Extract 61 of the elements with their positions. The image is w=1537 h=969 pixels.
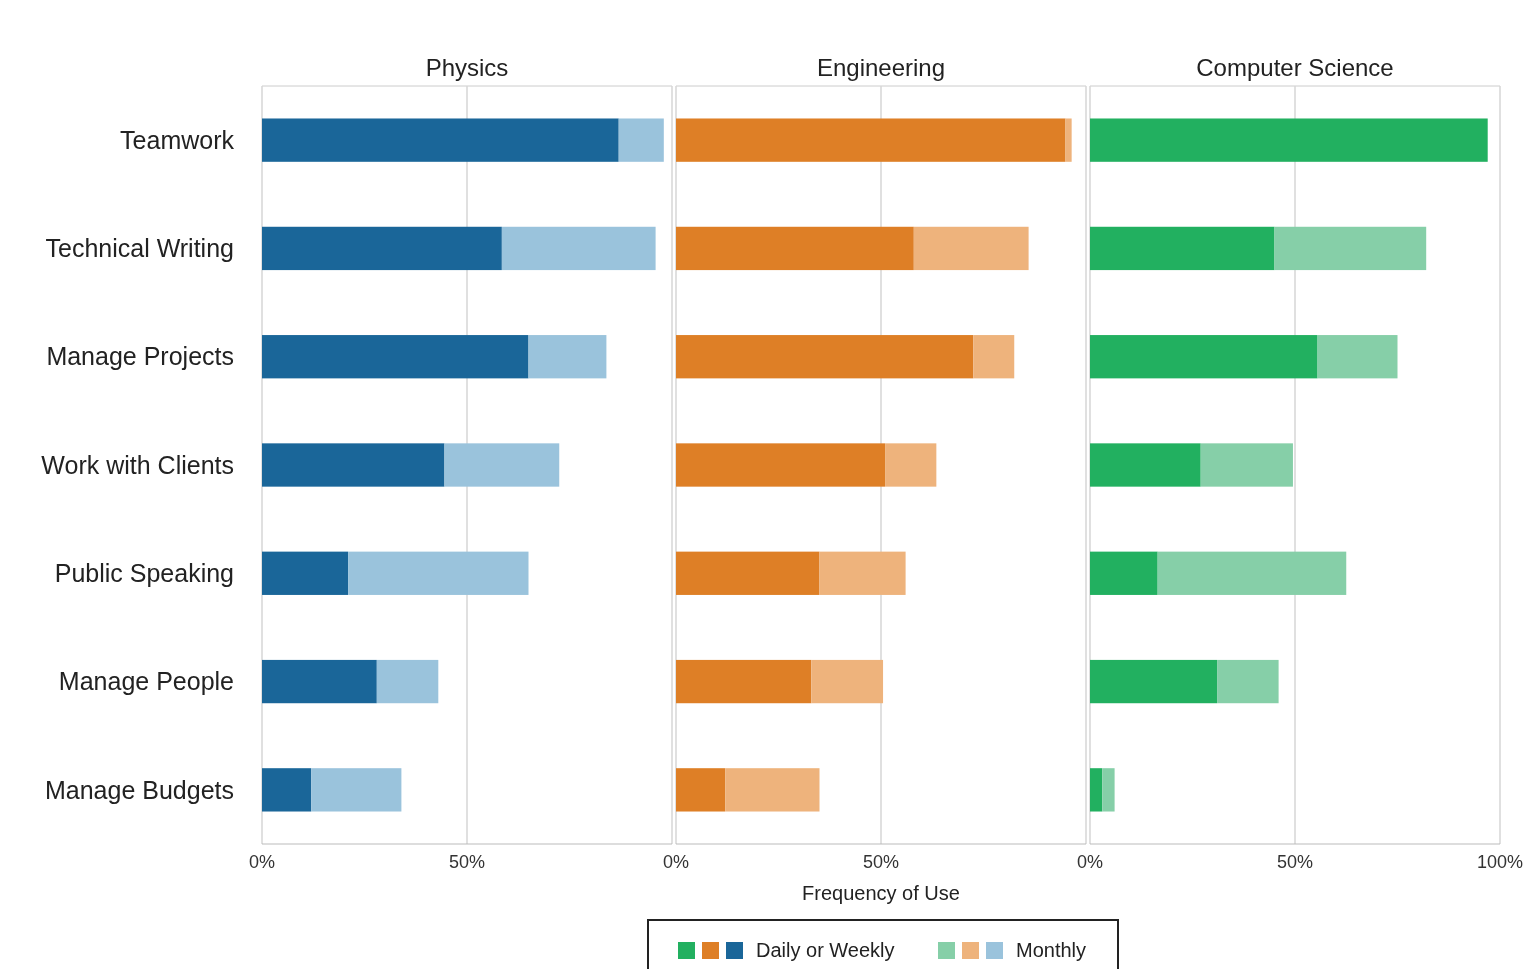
bar <box>676 226 914 271</box>
bar <box>1274 226 1427 271</box>
y-tick-label: Manage Budgets <box>44 775 234 804</box>
bar <box>676 768 726 812</box>
bar <box>676 335 974 379</box>
y-tick-label: Work with Clients <box>41 450 234 479</box>
bar <box>913 226 1029 271</box>
bar <box>262 443 445 487</box>
bar <box>262 768 312 812</box>
bar <box>1157 551 1347 595</box>
bar <box>262 659 377 704</box>
x-tick-label: 0% <box>1076 852 1104 872</box>
bar <box>1217 659 1279 704</box>
bar <box>973 335 1015 379</box>
bar <box>811 659 884 704</box>
bar <box>618 118 664 162</box>
bar <box>262 118 619 162</box>
y-tick-label: Manage People <box>58 667 234 696</box>
bar <box>1090 768 1103 812</box>
chart-title: Physics <box>425 54 509 81</box>
bar <box>444 443 560 487</box>
y-tick-label: Technical Writing <box>45 234 234 263</box>
chart-title: Computer Science <box>1196 54 1394 81</box>
x-tick-label: 0% <box>248 852 276 872</box>
bar <box>1102 768 1115 812</box>
bar <box>528 335 607 379</box>
bar <box>885 443 937 487</box>
y-tick-label: Public Speaking <box>54 559 234 588</box>
bar <box>819 551 906 595</box>
x-tick-label: 50% <box>1276 852 1314 872</box>
bar <box>262 551 349 595</box>
y-tick-label: Manage Projects <box>46 342 234 371</box>
legend-label: Daily or Weekly <box>756 939 895 961</box>
bar <box>1065 118 1072 162</box>
x-tick-label: 50% <box>862 852 900 872</box>
bar <box>311 768 402 812</box>
bar <box>676 659 812 704</box>
bar <box>676 443 886 487</box>
bar <box>348 551 529 595</box>
bar <box>1090 118 1488 162</box>
legend-label: Monthly <box>1016 939 1087 961</box>
bar <box>262 226 502 271</box>
bar <box>1200 443 1293 487</box>
chart-title: Engineering <box>816 54 946 81</box>
bar <box>676 551 820 595</box>
bar <box>1090 659 1218 704</box>
bar <box>1090 335 1318 379</box>
bar <box>1090 551 1158 595</box>
bar <box>376 659 439 704</box>
x-tick-label: 100% <box>1476 852 1524 872</box>
bar <box>725 768 820 812</box>
x-tick-label: 50% <box>448 852 486 872</box>
x-tick-label: 0% <box>662 852 690 872</box>
bar <box>1317 335 1398 379</box>
y-tick-label: Teamwork <box>120 125 235 154</box>
bar <box>262 335 529 379</box>
bar <box>676 118 1066 162</box>
bar <box>1090 443 1201 487</box>
x-axis-title: Frequency of Use <box>802 882 960 904</box>
bar <box>1090 226 1275 271</box>
bar <box>501 226 656 271</box>
